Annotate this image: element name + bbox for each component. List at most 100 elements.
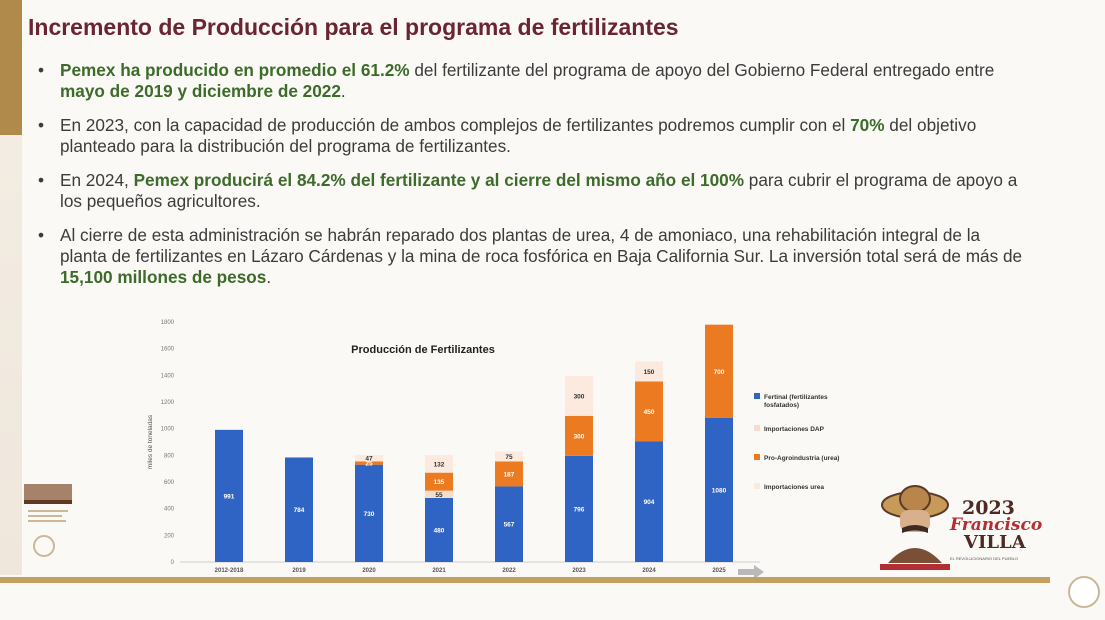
- side-decorative-pattern: [0, 135, 22, 575]
- title-accent-bar: [0, 0, 22, 135]
- x-tick-label: 2020: [362, 568, 376, 574]
- logo-year: 2023: [962, 497, 1015, 519]
- bullet-highlight: 15,100 millones de pesos: [60, 267, 267, 287]
- data-label: 135: [434, 479, 445, 486]
- bullet-highlight: 70%: [850, 115, 885, 135]
- bar-segment: [355, 461, 383, 465]
- y-axis-label: miles de toneladas: [147, 414, 154, 469]
- chart-title: Producción de Fertilizantes: [351, 344, 495, 356]
- bar-segment: [495, 486, 523, 562]
- bullet-highlight: Pemex ha producido en promedio el 61.2%: [60, 60, 410, 80]
- bar-segment: [425, 455, 453, 473]
- logo-name-last: VILLA: [964, 532, 1026, 553]
- bar-segment: [355, 464, 383, 562]
- bullet-item: En 2023, con la capacidad de producción …: [38, 115, 1028, 157]
- y-tick-label: 1000: [161, 427, 175, 433]
- y-tick-label: 0: [171, 560, 175, 566]
- x-tick-label: 2025: [712, 568, 726, 574]
- bar-segment: [495, 451, 523, 462]
- x-tick-label: 2021: [432, 568, 446, 574]
- data-label: 300: [574, 433, 585, 440]
- production-chart: 0 200 400 600 800 1000 1200 1400 1600 1800 miles d…: [147, 320, 764, 579]
- bullet-highlight: Pemex producirá el 84.2% del fertilizant…: [133, 170, 745, 190]
- bar-segment: [495, 461, 523, 487]
- bar-segment: [215, 429, 243, 562]
- chart-legend: Fertinal (fertilizantes fosfatados) Import…: [754, 393, 839, 491]
- bar-segment: [635, 381, 663, 442]
- y-tick-label: 1200: [161, 400, 175, 406]
- legend-label: Fertinal (fertilizantes fosfatados): [764, 394, 828, 409]
- logo-subtitle: EL REVOLUCIONARIO DEL PUEBLO: [950, 556, 1019, 561]
- bullet-text: .: [266, 267, 272, 287]
- bullet-text: Al cierre de esta administración se habr…: [60, 225, 1023, 266]
- timeline-arrow-icon: [738, 565, 764, 579]
- x-tick-label: 2012-2018: [215, 568, 244, 574]
- data-label: 480: [434, 528, 445, 535]
- francisco-villa-logo: [880, 485, 950, 570]
- data-label: 567: [504, 522, 515, 529]
- legend-label: Pro-Agroindustria (urea): [764, 455, 839, 462]
- legend-swatch: [754, 454, 760, 460]
- y-tick-label: 1600: [161, 347, 175, 353]
- y-tick-label: 1800: [161, 320, 175, 326]
- x-tick-label: 2022: [502, 568, 516, 574]
- data-label: 300: [574, 393, 585, 400]
- legend-swatch: [754, 425, 760, 431]
- bar-segment: [355, 455, 383, 462]
- bullet-text: del fertilizante del programa de apoyo d…: [409, 60, 995, 80]
- government-emblem: [24, 484, 72, 557]
- bullet-text: .: [340, 81, 346, 101]
- data-label: 991: [224, 493, 235, 500]
- y-tick-label: 1400: [161, 373, 175, 379]
- y-tick-label: 800: [164, 453, 175, 459]
- bullet-text: para cubrir el programa de apoyo a los p…: [60, 170, 1018, 211]
- bullet-text: En 2023, con la capacidad de producción …: [60, 115, 851, 135]
- government-seal-icon: [1068, 576, 1100, 608]
- legend-swatch: [754, 483, 760, 489]
- y-tick-label: 600: [164, 480, 175, 486]
- bullet-item: Pemex ha producido en promedio el 61.2% …: [38, 60, 1028, 102]
- legend-label: Importaciones DAP: [764, 426, 825, 433]
- y-tick-label: 200: [164, 533, 175, 539]
- data-label: 450: [644, 409, 655, 416]
- bar-segment: [705, 418, 733, 562]
- bar-segment: [565, 375, 593, 416]
- legend-label: Importaciones urea: [764, 484, 824, 491]
- data-label: 1080: [712, 488, 727, 495]
- legend-swatch: [754, 393, 760, 399]
- x-tick-label: 2024: [642, 568, 656, 574]
- bar-segment: [635, 361, 663, 382]
- bar-segment: [425, 490, 453, 498]
- bar-segment: [565, 415, 593, 456]
- bar-segment: [635, 441, 663, 562]
- bullet-item: Al cierre de esta administración se habr…: [38, 225, 1028, 288]
- bar-segment: [425, 472, 453, 491]
- bar-segment: [565, 455, 593, 562]
- bar-segment: [425, 498, 453, 562]
- data-label: 150: [644, 369, 655, 376]
- data-label: 47: [365, 456, 373, 463]
- data-label: 730: [364, 511, 375, 518]
- data-label: 700: [714, 369, 725, 376]
- slide-title: Incremento de Producción para el program…: [28, 14, 679, 40]
- data-label: 904: [644, 499, 655, 506]
- x-tick-label: 2019: [292, 568, 306, 574]
- bullet-text: En 2024,: [60, 170, 134, 190]
- data-label: 187: [504, 471, 515, 478]
- bar-segment: [705, 324, 733, 418]
- data-label: 55: [435, 492, 443, 499]
- data-label: 132: [434, 461, 445, 468]
- logo-name-first: Francisco: [950, 515, 1043, 535]
- y-tick-label: 400: [164, 507, 175, 513]
- x-tick-label: 2023: [572, 568, 586, 574]
- data-label: 784: [294, 507, 305, 514]
- data-label: 75: [505, 454, 513, 461]
- bullet-list: Pemex ha producido en promedio el 61.2% …: [38, 60, 1028, 301]
- bar-segment: [285, 457, 313, 562]
- data-label: 25: [365, 461, 373, 468]
- data-label: 796: [574, 506, 585, 513]
- bullet-text: del objetivo planteado para la distribuc…: [60, 115, 977, 156]
- bullet-highlight: mayo de 2019 y diciembre de 2022: [60, 81, 341, 101]
- bullet-item: En 2024, Pemex producirá el 84.2% del fe…: [38, 170, 1028, 212]
- bottom-divider: [0, 577, 1050, 583]
